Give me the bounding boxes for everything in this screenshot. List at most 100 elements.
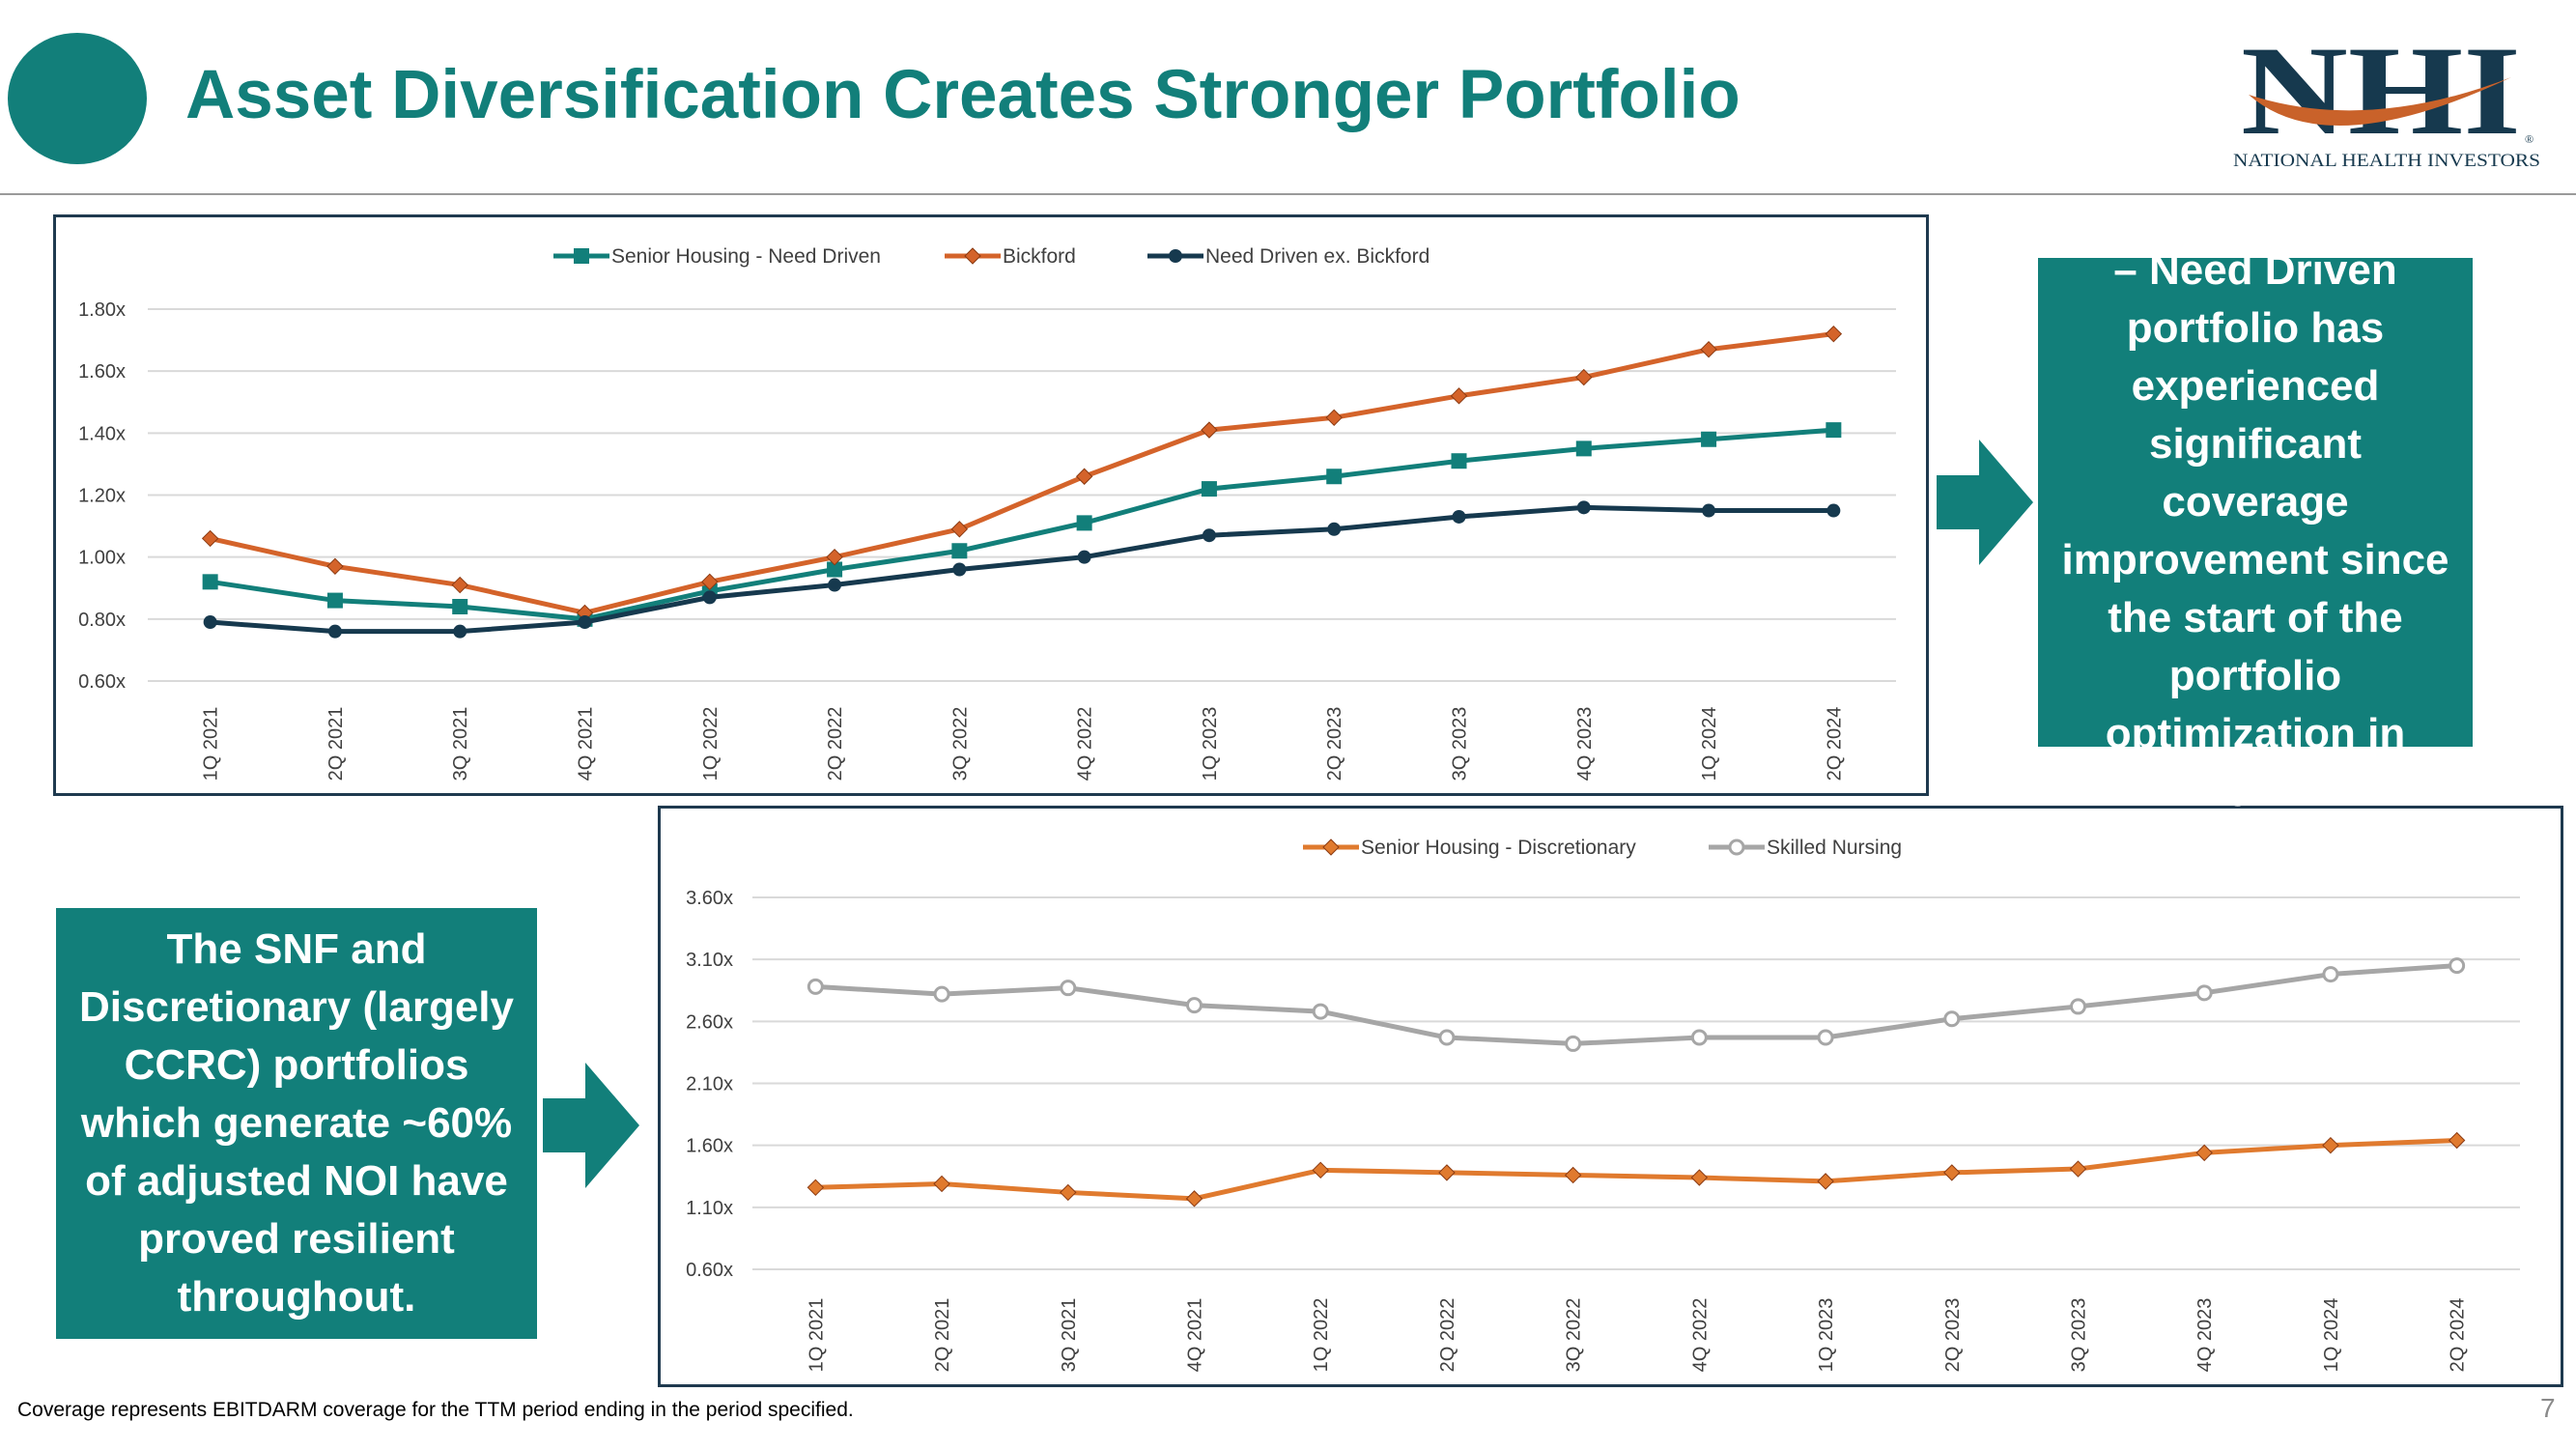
data-point	[1826, 422, 1842, 439]
arrow-right-icon	[543, 1063, 639, 1188]
data-point	[2322, 966, 2339, 983]
data-point	[701, 573, 719, 591]
legend-marker	[1728, 838, 1745, 856]
data-point	[2448, 1131, 2466, 1150]
data-point	[1701, 431, 1717, 447]
data-point	[1325, 409, 1343, 426]
y-tick-label: 1.00x	[78, 548, 126, 569]
data-point	[807, 978, 824, 995]
data-point	[1060, 1183, 1077, 1202]
chart-snf-discretionary-svg: 0.60x 1.10x 1.60x 2.10x 2.60x 3.10x 3.60x 1Q 20…	[686, 837, 2520, 1373]
data-point	[327, 624, 342, 639]
y-tick-label: 3.10x	[686, 950, 733, 971]
y-tick-label: 0.60x	[78, 671, 126, 693]
data-point	[826, 548, 843, 566]
data-point	[933, 1175, 950, 1193]
x-tick-label: 2Q 2022	[1437, 1298, 1458, 1373]
data-point	[1817, 1029, 1834, 1046]
data-point	[933, 985, 950, 1003]
data-point	[1564, 1166, 1582, 1184]
x-tick-label: 4Q 2023	[2194, 1298, 2216, 1373]
data-point	[1825, 325, 1843, 343]
data-point	[1076, 515, 1092, 531]
data-point	[1060, 980, 1077, 997]
y-tick-label: 1.40x	[78, 423, 126, 444]
data-point	[2449, 957, 2466, 975]
y-tick-label: 1.20x	[78, 486, 126, 507]
x-tick-label: 1Q 2024	[2321, 1298, 2342, 1373]
data-point	[1451, 453, 1467, 469]
x-tick-label: 4Q 2021	[1185, 1298, 1206, 1373]
data-point	[950, 521, 969, 538]
chart-need-driven-svg: 0.60x 0.80x 1.00x 1.20x 1.40x 1.60x 1.80x 1Q 20…	[78, 245, 1896, 781]
data-point	[1702, 503, 1716, 518]
page-title: Asset Diversification Creates Stronger P…	[185, 57, 1741, 133]
callout-need-driven: The Senior Housing – Need Driven portfol…	[2038, 188, 2473, 815]
data-point	[1326, 469, 1343, 485]
logo-subtitle: NATIONAL HEALTH INVESTORS	[2233, 151, 2540, 171]
y-tick-label: 2.10x	[686, 1074, 733, 1095]
data-point	[827, 561, 843, 578]
data-point	[1075, 468, 1093, 485]
data-point	[2069, 1160, 2087, 1178]
callout-need-driven-text: The Senior Housing – Need Driven portfol…	[2054, 188, 2456, 815]
legend-label: Need Driven ex. Bickford	[1205, 245, 1430, 268]
data-point	[2070, 998, 2086, 1015]
chart-snf-discretionary: 0.60x 1.10x 1.60x 2.10x 2.60x 3.10x 3.60x 1Q 20…	[658, 806, 2563, 1387]
x-tick-label: 2Q 2021	[932, 1298, 953, 1373]
footnote: Coverage represents EBITDARM coverage fo…	[17, 1399, 854, 1421]
x-tick-label: 1Q 2021	[201, 707, 222, 781]
legend-marker	[964, 247, 981, 265]
legend-marker	[1169, 249, 1182, 263]
data-point	[1943, 1164, 1961, 1181]
x-tick-label: 2Q 2023	[1942, 1298, 1964, 1373]
data-point	[203, 615, 217, 630]
data-point	[1700, 341, 1717, 358]
legend-label: Senior Housing - Need Driven	[611, 245, 881, 268]
x-tick-label: 2Q 2023	[1324, 707, 1345, 781]
legend-label: Senior Housing - Discretionary	[1361, 837, 1636, 859]
x-tick-label: 4Q 2023	[1574, 707, 1596, 781]
callout-snf: The SNF and Discretionary (largely CCRC)…	[56, 908, 537, 1339]
data-point	[1438, 1164, 1456, 1181]
data-point	[1438, 1029, 1456, 1046]
x-tick-label: 2Q 2024	[1824, 707, 1845, 781]
callout-snf-text: The SNF and Discretionary (largely CCRC)…	[79, 925, 514, 1321]
legend-marker	[574, 248, 589, 264]
data-point	[951, 543, 968, 559]
logo-swoosh	[2249, 77, 2511, 126]
data-point	[202, 574, 218, 590]
data-point	[952, 562, 967, 577]
header-divider	[0, 193, 2576, 195]
x-tick-label: 2Q 2021	[326, 707, 347, 781]
data-point	[807, 1179, 825, 1197]
data-point	[452, 599, 468, 614]
series-line	[815, 1138, 2457, 1202]
data-point	[1312, 1003, 1329, 1020]
data-point	[2322, 1136, 2339, 1154]
y-tick-label: 0.60x	[686, 1260, 733, 1281]
series-line	[210, 504, 1834, 635]
data-point	[326, 557, 344, 575]
arrow-right-icon	[1937, 440, 2033, 565]
x-tick-label: 3Q 2023	[1450, 707, 1471, 781]
data-point	[1690, 1169, 1709, 1186]
decorative-circle	[8, 33, 147, 164]
series-line	[815, 963, 2457, 1046]
data-point	[1327, 522, 1342, 536]
x-tick-label: 4Q 2021	[576, 707, 597, 781]
x-tick-label: 3Q 2021	[450, 707, 471, 781]
data-point	[326, 592, 343, 609]
x-tick-label: 1Q 2024	[1699, 707, 1720, 781]
data-point	[451, 576, 468, 594]
data-point	[1817, 1173, 1834, 1190]
x-tick-label: 3Q 2022	[1564, 1298, 1585, 1373]
data-point	[702, 590, 717, 605]
data-point	[1312, 1161, 1329, 1179]
y-tick-label: 1.80x	[78, 299, 126, 321]
data-point	[1186, 997, 1203, 1014]
page-number: 7	[2540, 1393, 2556, 1423]
data-point	[453, 624, 467, 639]
x-tick-label: 4Q 2022	[1689, 1298, 1711, 1373]
data-point	[2195, 984, 2213, 1002]
